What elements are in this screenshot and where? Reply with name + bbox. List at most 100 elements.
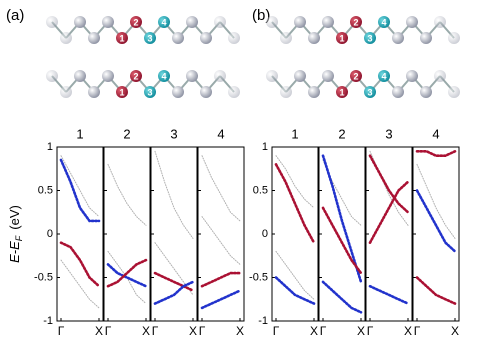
atom-label: 2 — [353, 17, 358, 27]
band-line — [154, 242, 194, 296]
band-line — [60, 155, 100, 218]
panel-frame — [56, 146, 104, 322]
atom-label: 2 — [133, 17, 138, 27]
band-line — [106, 263, 148, 288]
panel-title: 3 — [385, 126, 392, 141]
atom — [392, 32, 404, 44]
atom-label: 3 — [147, 33, 152, 43]
atom-label: 1 — [119, 33, 124, 43]
atom-label: 1 — [339, 87, 344, 97]
atom-label: 3 — [367, 87, 372, 97]
atom — [158, 16, 170, 28]
atom — [308, 86, 320, 98]
x-tick-label: Γ — [414, 324, 421, 338]
panel-label: (a) — [6, 7, 24, 24]
atom — [214, 70, 226, 82]
y-tick-label: -0.5 — [249, 271, 268, 283]
atom-label: 4 — [161, 17, 166, 27]
atom — [60, 32, 72, 44]
atom — [46, 70, 58, 82]
atom — [102, 16, 114, 28]
atom-label: 2 — [133, 71, 138, 81]
x-tick-label: X — [404, 324, 412, 338]
atom — [144, 32, 156, 44]
atom — [378, 16, 390, 28]
atom — [378, 70, 390, 82]
atom — [434, 16, 446, 28]
y-axis-label: E-EF (eV) — [7, 205, 24, 263]
atom-label: 2 — [353, 71, 358, 81]
atom — [266, 70, 278, 82]
atom — [294, 16, 306, 28]
band-line — [60, 259, 100, 309]
band-line — [416, 163, 456, 239]
band-line — [321, 154, 363, 284]
y-tick-label: -0.5 — [34, 271, 53, 283]
atom — [144, 86, 156, 98]
band-line — [368, 284, 410, 305]
atom — [214, 16, 226, 28]
atom-label: 1 — [339, 33, 344, 43]
atom — [280, 86, 292, 98]
atom — [336, 32, 348, 44]
x-tick-label: X — [357, 324, 365, 338]
x-tick-label: Γ — [273, 324, 280, 338]
atom — [186, 16, 198, 28]
x-tick-label: Γ — [367, 324, 374, 338]
atom — [364, 86, 376, 98]
x-tick-label: Γ — [58, 324, 65, 338]
band-line — [106, 258, 148, 288]
x-tick-label: X — [310, 324, 318, 338]
atom — [60, 86, 72, 98]
atom — [116, 32, 128, 44]
y-tick-label: 1 — [262, 141, 268, 153]
atom — [46, 16, 58, 28]
atom-label: 4 — [381, 71, 386, 81]
panel-title: 2 — [123, 126, 130, 141]
band-line — [59, 158, 101, 223]
atom — [448, 86, 460, 98]
band-line — [415, 276, 457, 305]
band-line — [274, 276, 316, 305]
panel-title: 4 — [217, 126, 224, 141]
band-line — [107, 163, 147, 226]
panel-title: 4 — [432, 126, 439, 141]
panel-title: 1 — [291, 126, 298, 141]
atom — [294, 70, 306, 82]
band-line — [153, 280, 195, 305]
band-line — [415, 189, 457, 253]
band-line — [59, 241, 101, 288]
band-line — [200, 271, 242, 288]
band-line — [154, 150, 194, 239]
atom-label: 1 — [119, 87, 124, 97]
x-tick-label: Γ — [199, 324, 206, 338]
y-tick-label: 0.5 — [38, 184, 53, 196]
y-tick-label: -1 — [258, 315, 268, 327]
panel-title: 2 — [338, 126, 345, 141]
atom — [308, 32, 320, 44]
x-tick-label: Γ — [320, 324, 327, 338]
atom — [116, 86, 128, 98]
atom — [88, 86, 100, 98]
atom — [350, 16, 362, 28]
band-line — [321, 280, 363, 314]
atom-label: 4 — [381, 17, 386, 27]
atom-label: 4 — [161, 71, 166, 81]
atom — [200, 86, 212, 98]
atom — [228, 86, 240, 98]
atom — [350, 70, 362, 82]
atom — [420, 32, 432, 44]
x-tick-label: Γ — [152, 324, 159, 338]
band-line — [275, 250, 315, 300]
atom — [88, 32, 100, 44]
y-label-main: E-E — [7, 241, 22, 263]
panel-label: (b) — [252, 7, 270, 24]
atom — [130, 16, 142, 28]
panel-frame — [197, 146, 245, 322]
band-line — [415, 150, 457, 157]
y-tick-label: 0 — [262, 228, 268, 240]
x-tick-label: X — [236, 324, 244, 338]
